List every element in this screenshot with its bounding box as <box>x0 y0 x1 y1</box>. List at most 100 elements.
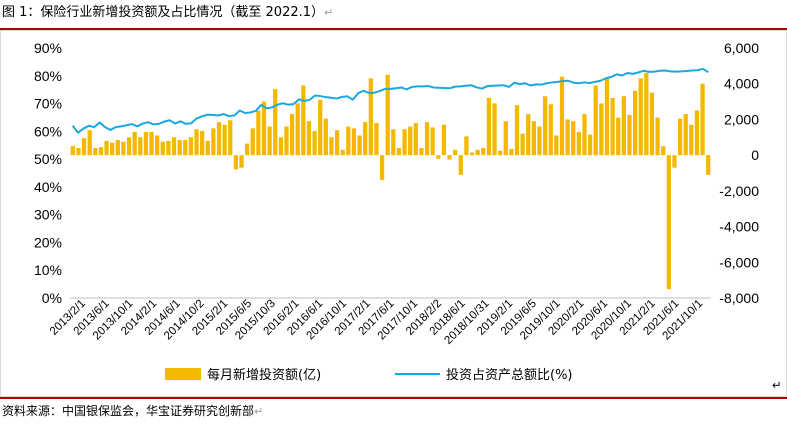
bar <box>391 129 396 156</box>
bar <box>177 139 182 156</box>
bar <box>604 78 610 156</box>
left-tick-label: 40% <box>34 179 62 195</box>
right-tick-label: 6,000 <box>724 40 759 56</box>
bar <box>126 137 132 156</box>
bar <box>295 103 300 156</box>
bar <box>188 137 194 156</box>
bar <box>666 155 671 290</box>
bar <box>610 98 615 156</box>
bar <box>520 133 525 156</box>
bar <box>244 143 250 156</box>
legend: 每月新增投资额(亿) 投资占资产总额比(%) <box>165 367 573 383</box>
bar <box>554 135 559 156</box>
bar <box>441 124 447 156</box>
bar <box>621 96 626 156</box>
left-tick-label: 10% <box>34 262 62 278</box>
bar <box>183 139 188 156</box>
bottom-rule <box>0 397 787 399</box>
bar <box>706 155 711 175</box>
bar <box>582 114 587 156</box>
bar <box>576 131 581 156</box>
bar <box>677 118 683 156</box>
bar <box>464 136 469 156</box>
bar <box>87 130 92 156</box>
line-series <box>71 67 709 134</box>
bar <box>351 128 357 156</box>
bar <box>565 119 570 156</box>
bar <box>548 104 553 156</box>
bar <box>228 120 233 156</box>
bar <box>649 92 655 156</box>
bar <box>121 141 126 156</box>
bar <box>70 146 75 156</box>
bar <box>408 126 413 156</box>
return-mark: ↵ <box>772 380 782 392</box>
right-tick-label: -6,000 <box>719 254 759 270</box>
bar <box>379 155 385 181</box>
bar <box>340 149 345 156</box>
bar <box>700 83 705 156</box>
bar <box>160 141 165 156</box>
left-tick-label: 50% <box>34 151 62 167</box>
bar <box>166 140 171 156</box>
left-tick-label: 0% <box>42 290 62 306</box>
bar <box>273 89 278 156</box>
bar <box>357 135 362 156</box>
left-tick-label: 30% <box>34 207 62 223</box>
bar <box>98 147 104 156</box>
bar <box>689 124 694 156</box>
left-tick-label: 90% <box>34 40 62 56</box>
bar <box>334 130 340 156</box>
left-tick-label: 80% <box>34 68 62 84</box>
legend-line-label: 投资占资产总额比(%) <box>446 367 573 383</box>
bar <box>81 138 87 156</box>
bar <box>289 114 295 156</box>
bar <box>655 117 660 156</box>
bar <box>531 121 537 156</box>
bar <box>104 140 109 156</box>
bar <box>498 150 503 156</box>
bar <box>469 152 475 156</box>
bar <box>368 78 373 156</box>
bar <box>200 131 205 156</box>
bar <box>492 103 497 156</box>
bar <box>312 131 317 156</box>
bar <box>486 98 492 156</box>
bar <box>683 114 688 156</box>
right-tick-label: -4,000 <box>719 219 759 235</box>
bar <box>509 148 514 156</box>
source-note: 资料来源：中国银保监会，华宝证券研究创新部↵ <box>2 404 264 418</box>
bar-series <box>70 73 711 290</box>
bar <box>110 142 115 156</box>
right-tick-label: 4,000 <box>724 76 759 92</box>
bar <box>261 101 267 156</box>
top-rule <box>0 28 787 30</box>
bar <box>694 110 700 156</box>
bar <box>155 135 160 156</box>
bar <box>222 124 227 156</box>
bar <box>402 129 407 156</box>
bar <box>424 122 430 156</box>
bar <box>599 103 604 156</box>
bar <box>346 126 351 156</box>
bar <box>436 155 441 159</box>
bar <box>233 155 239 170</box>
left-axis: 0% 10% 20% 30% 40% 50% 60% 70% 80% 90% <box>34 40 62 306</box>
bar <box>593 85 598 156</box>
series-line <box>71 67 709 134</box>
bar <box>256 110 261 156</box>
bar <box>632 90 638 156</box>
bar <box>616 117 621 156</box>
bar <box>323 118 328 156</box>
bar <box>76 148 81 156</box>
left-tick-label: 20% <box>34 234 62 250</box>
bar <box>329 137 334 156</box>
bar <box>571 121 576 156</box>
bar <box>413 123 418 156</box>
bar <box>284 126 289 156</box>
bar <box>149 131 154 156</box>
x-axis: 2013/2/12013/6/12013/10/12014/2/12014/6/… <box>48 298 705 347</box>
bar <box>537 126 542 156</box>
bar <box>171 137 177 156</box>
bar <box>475 149 480 156</box>
